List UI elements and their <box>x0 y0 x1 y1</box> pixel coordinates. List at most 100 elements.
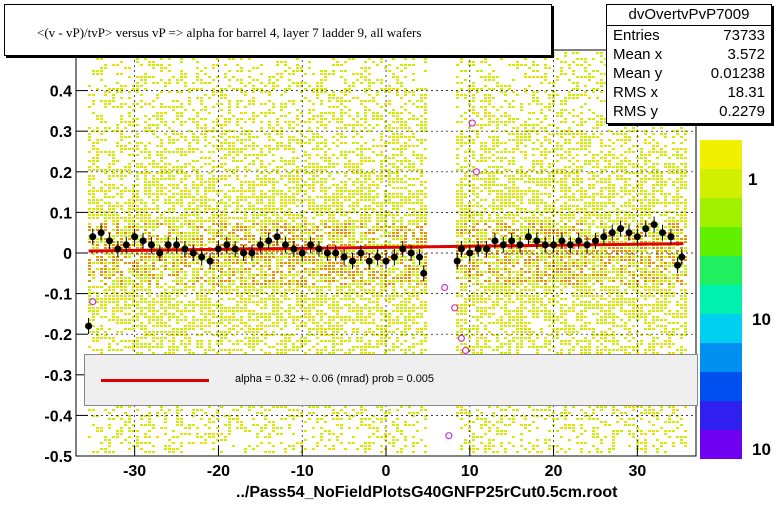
histogram-cell <box>332 280 335 282</box>
histogram-cell <box>268 133 271 135</box>
histogram-cell <box>320 148 323 150</box>
histogram-cell <box>372 256 375 258</box>
histogram-cell <box>248 313 251 315</box>
histogram-cell <box>96 169 99 171</box>
histogram-cell <box>132 148 135 150</box>
histogram-cell <box>372 427 375 429</box>
histogram-cell <box>376 301 379 303</box>
histogram-cell <box>236 166 239 168</box>
histogram-cell <box>288 427 291 429</box>
histogram-cell <box>144 433 147 435</box>
histogram-cell <box>132 232 135 234</box>
histogram-cell <box>132 265 135 267</box>
histogram-cell <box>232 259 235 261</box>
histogram-cell <box>152 340 155 342</box>
histogram-cell <box>248 337 251 339</box>
histogram-cell <box>320 256 323 258</box>
histogram-cell <box>380 154 383 156</box>
histogram-cell <box>256 304 259 306</box>
histogram-cell <box>228 169 231 171</box>
histogram-cell <box>212 322 215 324</box>
histogram-cell <box>212 271 215 273</box>
histogram-cell <box>348 310 351 312</box>
histogram-cell <box>320 259 323 261</box>
histogram-cell <box>228 307 231 309</box>
histogram-cell <box>204 73 207 75</box>
histogram-cell <box>188 232 191 234</box>
histogram-cell <box>108 217 111 219</box>
histogram-cell <box>244 301 247 303</box>
histogram-cell <box>96 217 99 219</box>
histogram-cell <box>120 286 123 288</box>
histogram-cell <box>220 406 223 408</box>
histogram-cell <box>372 277 375 279</box>
histogram-cell <box>228 256 231 258</box>
histogram-cell <box>204 82 207 84</box>
histogram-cell <box>180 343 183 345</box>
histogram-cell <box>400 127 403 129</box>
histogram-cell <box>272 298 275 300</box>
histogram-cell <box>180 292 183 294</box>
histogram-cell <box>228 205 231 207</box>
histogram-cell <box>300 85 303 87</box>
histogram-cell <box>356 199 359 201</box>
histogram-cell <box>216 145 219 147</box>
histogram-cell <box>312 406 315 408</box>
histogram-cell <box>184 82 187 84</box>
histogram-cell <box>160 142 163 144</box>
histogram-cell <box>276 319 279 321</box>
histogram-cell <box>180 421 183 423</box>
histogram-cell <box>264 418 267 420</box>
histogram-cell <box>272 295 275 297</box>
histogram-cell <box>248 289 251 291</box>
histogram-cell <box>348 160 351 162</box>
histogram-cell <box>92 274 95 276</box>
histogram-cell <box>248 229 251 231</box>
histogram-cell <box>384 289 387 291</box>
histogram-cell <box>224 289 227 291</box>
histogram-cell <box>256 199 259 201</box>
histogram-cell <box>136 136 139 138</box>
histogram-cell <box>148 289 151 291</box>
histogram-cell <box>196 340 199 342</box>
histogram-cell <box>220 298 223 300</box>
histogram-cell <box>192 199 195 201</box>
histogram-cell <box>404 340 407 342</box>
histogram-cell <box>236 349 239 351</box>
histogram-cell <box>344 151 347 153</box>
histogram-cell <box>320 313 323 315</box>
histogram-cell <box>196 217 199 219</box>
histogram-cell <box>296 325 299 327</box>
histogram-cell <box>184 307 187 309</box>
histogram-cell <box>128 91 131 93</box>
histogram-cell <box>396 262 399 264</box>
histogram-cell <box>244 91 247 93</box>
histogram-cell <box>372 307 375 309</box>
histogram-cell <box>100 328 103 330</box>
histogram-cell <box>356 148 359 150</box>
histogram-cell <box>312 136 315 138</box>
histogram-cell <box>88 151 91 153</box>
histogram-cell <box>336 439 339 441</box>
histogram-cell <box>312 184 315 186</box>
histogram-cell <box>248 316 251 318</box>
histogram-cell <box>268 211 271 213</box>
histogram-cell <box>176 310 179 312</box>
histogram-cell <box>288 250 291 252</box>
histogram-cell <box>168 298 171 300</box>
histogram-cell <box>372 82 375 84</box>
histogram-cell <box>260 103 263 105</box>
histogram-cell <box>392 346 395 348</box>
histogram-cell <box>276 220 279 222</box>
histogram-cell <box>344 163 347 165</box>
histogram-cell <box>108 178 111 180</box>
histogram-cell <box>304 73 307 75</box>
histogram-cell <box>108 166 111 168</box>
histogram-cell <box>252 190 255 192</box>
histogram-cell <box>252 346 255 348</box>
histogram-cell <box>392 157 395 159</box>
histogram-cell <box>320 427 323 429</box>
histogram-cell <box>208 277 211 279</box>
histogram-cell <box>260 250 263 252</box>
histogram-cell <box>380 265 383 267</box>
